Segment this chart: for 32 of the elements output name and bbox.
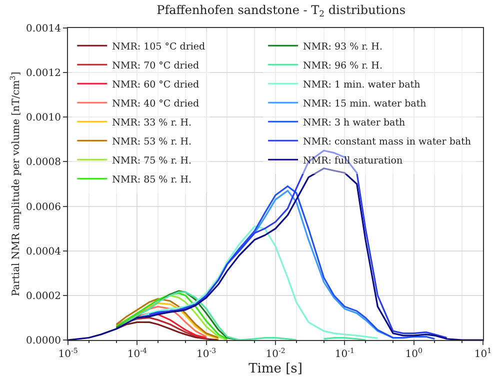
legend-label: NMR: 85 % r. H.	[112, 174, 192, 186]
legend-label: NMR: 1 min. water bath	[303, 79, 420, 90]
x-tick-label: 10$^{0}$	[405, 346, 422, 360]
y-tick-label: 0.0010	[26, 112, 61, 124]
legend-label: NMR: 60 °C dried	[112, 79, 200, 90]
legend-label: NMR: 70 °C dried	[112, 60, 200, 72]
y-tick-label: 0.0002	[26, 290, 61, 302]
legend-label: NMR: 93 % r. H.	[303, 41, 382, 52]
y-tick-label: 0.0000	[26, 336, 61, 346]
chart-title: Pfaffenhofen sandstone - T$_{2}$ distributions	[156, 3, 406, 19]
legend-label: NMR: full saturation	[303, 155, 403, 166]
y-tick-label: 0.0008	[26, 157, 61, 168]
x-tick-label: 10$^{-3}$	[196, 346, 216, 360]
x-tick-label: 10$^{1}$	[474, 346, 492, 360]
x-tick-label: 10$^{-2}$	[266, 346, 286, 360]
x-axis-title: Time [s]	[248, 362, 302, 377]
legend-label: NMR: 53 % r. H.	[112, 136, 192, 148]
legend-label: NMR: 3 h water bath	[303, 117, 406, 128]
legend-label: NMR: 40 °C dried	[112, 98, 200, 110]
y-tick-label: 0.0012	[26, 68, 61, 80]
legend-label: NMR: 96 % r. H.	[303, 60, 382, 72]
legend-label: NMR: 15 min. water bath	[303, 98, 426, 110]
y-tick-label: 0.0014	[26, 24, 61, 34]
x-tick-label: 10$^{-4}$	[127, 346, 148, 360]
x-tick-label: 10$^{-5}$	[58, 346, 78, 360]
legend-label: NMR: 33 % r. H.	[112, 117, 192, 128]
legend-label: NMR: 75 % r. H.	[112, 155, 192, 166]
y-tick-label: 0.0006	[26, 202, 61, 213]
legend-label: NMR: constant mass in water bath	[303, 136, 472, 148]
legend-label: NMR: 105 °C dried	[112, 41, 206, 52]
x-tick-label: 10$^{-1}$	[334, 346, 354, 360]
y-tick-label: 0.0004	[26, 246, 61, 258]
